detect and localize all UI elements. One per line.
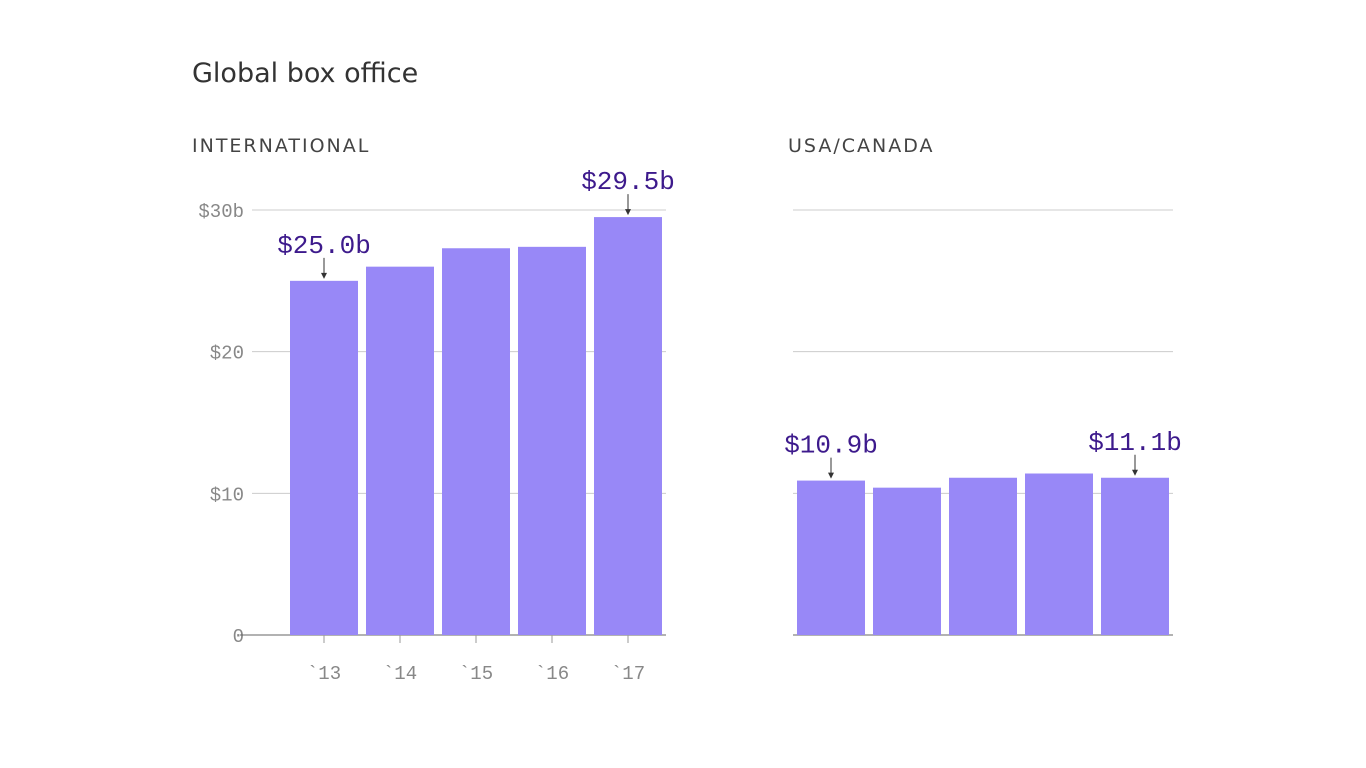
bar bbox=[797, 480, 865, 635]
bar bbox=[1025, 473, 1093, 635]
bar bbox=[873, 487, 941, 635]
value-label: $29.5b bbox=[581, 167, 675, 197]
chart-title: Global box office bbox=[192, 58, 418, 89]
label-arrowhead bbox=[321, 272, 327, 279]
y-tick-label: $10 bbox=[210, 484, 244, 506]
x-tick-label: `15 bbox=[459, 663, 493, 685]
bar bbox=[442, 248, 510, 635]
label-arrowhead bbox=[1132, 469, 1138, 476]
subtitle: USA/CANADA bbox=[788, 135, 935, 157]
x-tick-label: `17 bbox=[611, 663, 645, 685]
label-arrowhead bbox=[828, 472, 834, 479]
value-label: $25.0b bbox=[277, 231, 371, 261]
y-tick-label: 0 bbox=[233, 626, 244, 648]
bar bbox=[594, 217, 662, 636]
x-tick-label: `16 bbox=[535, 663, 569, 685]
x-tick-label: `14 bbox=[383, 663, 417, 685]
x-tick-label: `13 bbox=[307, 663, 341, 685]
bar bbox=[290, 280, 358, 635]
value-label: $11.1b bbox=[1088, 428, 1182, 458]
bar bbox=[1101, 477, 1169, 635]
bar bbox=[949, 477, 1017, 635]
bar bbox=[518, 246, 586, 636]
label-arrowhead bbox=[625, 209, 631, 216]
subtitle: INTERNATIONAL bbox=[192, 135, 370, 157]
bar bbox=[366, 266, 434, 635]
y-tick-label: $20 bbox=[210, 343, 244, 365]
y-tick-label: $30b bbox=[198, 201, 244, 223]
value-label: $10.9b bbox=[784, 431, 878, 461]
